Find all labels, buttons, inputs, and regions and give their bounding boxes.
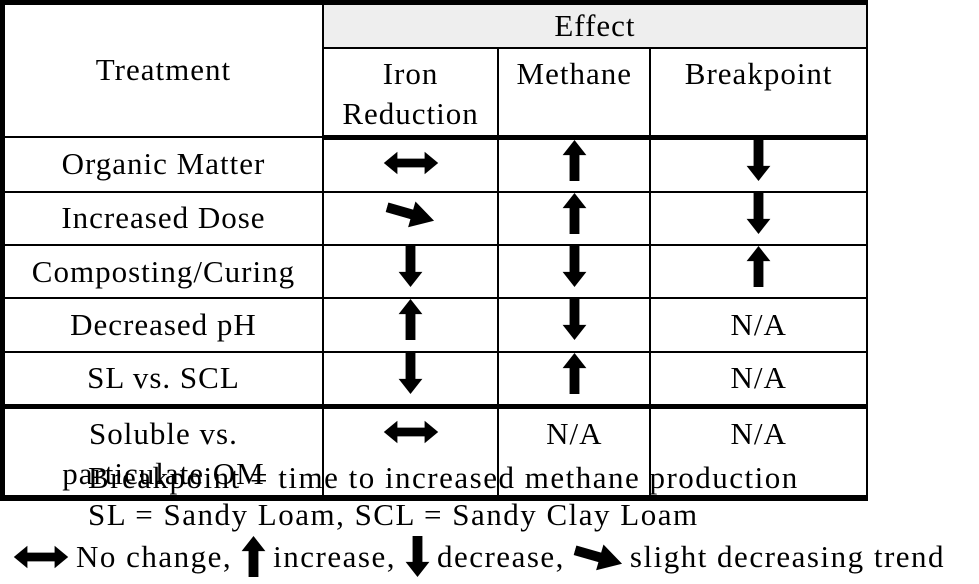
legend-icon-slot [405,536,430,577]
footnote-breakpoint: Breakpoint = time to increased methane p… [88,460,799,495]
legend-item-slight-decrease: slight decreasing trend [573,538,954,575]
treatment-cell: Increased Dose [1,190,324,247]
legend-icon-slot [241,536,266,577]
increase-arrow-icon [562,139,587,181]
effect-cell: N/A [649,350,868,410]
column-header-row: Iron Reduction Methane Breakpoint [3,46,868,140]
treatment-cell: Organic Matter [1,136,324,193]
no-change-arrow-icon [383,151,439,175]
table-row: Composting/Curing [1,244,868,300]
decrease-arrow-icon [398,353,423,394]
column-header-methane: Methane [497,46,652,140]
legend-icon-slot [13,545,69,569]
effects-table: Treatment Effect Iron Reduction Methane … [0,0,869,501]
legend-label: No change, [76,538,233,574]
effect-cell [321,244,500,300]
effect-cell: N/A [497,405,652,499]
effect-cell [321,405,500,499]
increase-arrow-icon [398,300,423,341]
footnote-soil-abbreviations: SL = Sandy Loam, SCL = Sandy Clay Loam [88,497,699,532]
treatment-cell: Composting/Curing [1,244,324,300]
legend-label: slight decreasing trend [629,538,946,574]
legend-label: decrease, [436,538,565,574]
table-row: Increased Dose [1,190,868,247]
no-change-arrow-icon [383,420,439,444]
effect-header-row: Treatment Effect [1,1,869,139]
table-row: Organic Matter [1,136,868,193]
effect-cell [497,297,652,353]
table-row: Decreased pH N/A [1,297,868,353]
decrease-arrow-icon [405,536,430,577]
decrease-arrow-icon [562,300,587,341]
effect-cell [321,350,500,410]
effect-cell [649,136,868,193]
no-change-arrow-icon [13,545,69,569]
footnotes: Breakpoint = time to increased methane p… [0,459,979,577]
effect-cell [321,136,500,193]
effect-cell [497,350,652,410]
column-header-breakpoint: Breakpoint [649,46,868,140]
table-row: Soluble vs. particulate OM N/A N/A [1,405,868,499]
treatment-cell: SL vs. SCL [1,350,324,410]
effect-cell [321,297,500,353]
legend-item-no-change: No change, [13,539,241,575]
arrow-legend: No change, increase, decrease, slight de… [13,536,979,577]
slight-decrease-arrow-icon [571,536,626,576]
decrease-arrow-icon [562,247,587,288]
decrease-arrow-icon [746,139,771,181]
treatment-cell: Decreased pH [1,297,324,353]
treatment-cell: Soluble vs. particulate OM [1,405,324,499]
increase-arrow-icon [746,247,771,288]
increase-arrow-icon [241,536,266,577]
effect-header-cell: Effect [321,1,869,49]
treatment-header-cell: Treatment [1,1,324,139]
legend-item-decrease: decrease, [405,536,574,577]
effect-cell [497,244,652,300]
decrease-arrow-icon [746,193,771,234]
increase-arrow-icon [562,353,587,394]
effect-cell [497,136,652,193]
legend-item-increase: increase, [241,536,405,577]
effect-cell [497,190,652,247]
effect-cell [321,190,500,247]
legend-label: increase, [273,538,396,574]
effect-cell: N/A [649,405,868,499]
effect-cell: N/A [649,297,868,353]
slight-decrease-arrow-icon [383,194,438,234]
effect-cell [649,190,868,247]
increase-arrow-icon [562,193,587,234]
legend-icon-slot [573,543,623,571]
table-row: SL vs. SCL N/A [1,350,868,410]
effect-cell [649,244,868,300]
column-header-iron-reduction: Iron Reduction [321,46,500,140]
decrease-arrow-icon [398,247,423,288]
